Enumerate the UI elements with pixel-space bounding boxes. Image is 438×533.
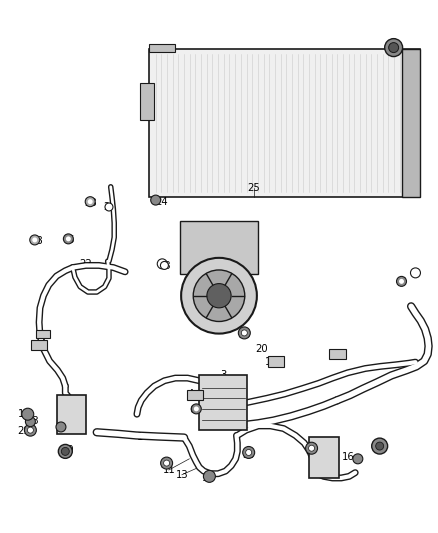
Polygon shape <box>31 340 47 350</box>
Circle shape <box>88 199 93 204</box>
Text: 5: 5 <box>412 270 419 279</box>
Circle shape <box>32 237 37 243</box>
Circle shape <box>160 262 168 269</box>
Circle shape <box>25 424 36 436</box>
Circle shape <box>389 43 399 53</box>
Circle shape <box>191 404 201 414</box>
Text: 6: 6 <box>399 278 406 287</box>
Text: 29: 29 <box>17 426 30 436</box>
Text: 9: 9 <box>74 421 80 431</box>
Text: 27: 27 <box>212 287 226 297</box>
Circle shape <box>410 268 420 278</box>
Text: 11: 11 <box>162 465 175 475</box>
Text: 22: 22 <box>79 259 92 269</box>
Circle shape <box>85 197 95 207</box>
Circle shape <box>64 234 73 244</box>
Circle shape <box>194 406 199 411</box>
Polygon shape <box>187 390 203 400</box>
Text: 28: 28 <box>30 236 43 246</box>
Circle shape <box>193 270 245 321</box>
Circle shape <box>309 445 314 451</box>
Polygon shape <box>329 349 346 359</box>
Polygon shape <box>308 437 339 478</box>
Text: 14: 14 <box>38 329 51 340</box>
Polygon shape <box>199 375 247 430</box>
Polygon shape <box>149 49 420 197</box>
Text: 5: 5 <box>159 261 166 270</box>
Circle shape <box>203 471 215 482</box>
Text: 1: 1 <box>137 432 144 441</box>
Text: 12: 12 <box>202 473 215 483</box>
Text: 24: 24 <box>155 197 168 207</box>
Text: 7: 7 <box>39 336 46 346</box>
Text: 21: 21 <box>331 352 343 362</box>
Text: 6: 6 <box>67 235 74 245</box>
Text: 6: 6 <box>190 405 196 415</box>
Circle shape <box>161 457 173 469</box>
Circle shape <box>66 236 71 241</box>
Text: 15: 15 <box>374 445 387 455</box>
Text: 30: 30 <box>305 447 318 456</box>
Circle shape <box>157 259 167 269</box>
Text: 30: 30 <box>243 450 255 460</box>
Circle shape <box>376 442 384 450</box>
Circle shape <box>238 327 250 339</box>
Circle shape <box>56 422 66 432</box>
Circle shape <box>246 449 252 456</box>
Circle shape <box>399 279 404 284</box>
Text: 23: 23 <box>103 202 116 212</box>
Text: 20: 20 <box>255 344 268 354</box>
Polygon shape <box>36 330 49 338</box>
Text: 18: 18 <box>221 395 233 406</box>
Circle shape <box>30 235 40 245</box>
Polygon shape <box>268 356 284 367</box>
Circle shape <box>58 445 72 458</box>
Text: 26: 26 <box>387 45 400 55</box>
Circle shape <box>105 203 113 211</box>
Circle shape <box>241 330 247 336</box>
Text: 29: 29 <box>160 459 173 470</box>
Circle shape <box>181 258 257 334</box>
Text: 29: 29 <box>238 329 251 340</box>
Circle shape <box>28 427 33 433</box>
Text: 28: 28 <box>84 198 96 208</box>
Text: 2: 2 <box>209 377 215 387</box>
Text: 4: 4 <box>187 389 194 399</box>
Text: 4: 4 <box>39 341 45 351</box>
Polygon shape <box>141 83 153 120</box>
Circle shape <box>385 38 403 56</box>
Polygon shape <box>403 49 420 197</box>
Circle shape <box>372 438 388 454</box>
Circle shape <box>22 408 34 420</box>
Circle shape <box>396 277 406 286</box>
Text: 23: 23 <box>158 262 171 271</box>
Text: 25: 25 <box>247 183 260 193</box>
Text: 3: 3 <box>220 370 226 381</box>
Circle shape <box>353 454 363 464</box>
Text: 16: 16 <box>342 451 354 462</box>
Polygon shape <box>57 395 86 434</box>
Text: 13: 13 <box>176 470 188 480</box>
Circle shape <box>243 447 254 458</box>
Text: 17: 17 <box>226 405 238 415</box>
Circle shape <box>25 417 35 426</box>
Text: 12: 12 <box>18 409 31 419</box>
Text: 13: 13 <box>27 416 40 425</box>
Circle shape <box>207 284 231 308</box>
Polygon shape <box>149 44 175 52</box>
Circle shape <box>151 195 161 205</box>
Text: 19: 19 <box>265 357 278 367</box>
Circle shape <box>61 447 69 455</box>
Circle shape <box>164 460 170 466</box>
Text: 10: 10 <box>62 445 75 455</box>
Circle shape <box>306 442 318 454</box>
Bar <box>180 221 258 274</box>
Text: 8: 8 <box>233 402 240 413</box>
